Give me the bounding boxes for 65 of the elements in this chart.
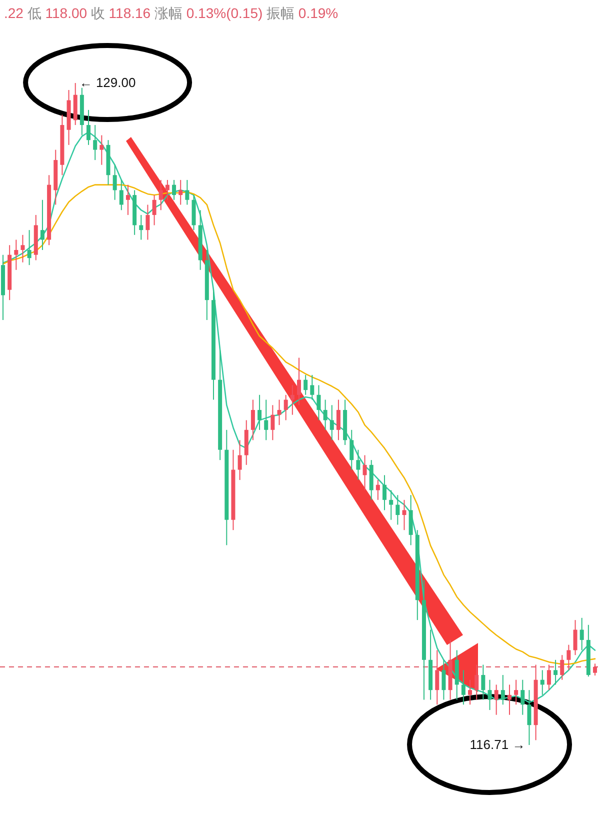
candlestick: [172, 179, 176, 200]
candlestick: [158, 179, 163, 211]
candlestick: [310, 374, 314, 400]
candlestick: [540, 670, 544, 696]
candlestick: [573, 620, 578, 656]
candlestick: [474, 664, 479, 700]
candlestick: [468, 679, 472, 706]
candlestick: [481, 664, 486, 700]
candlestick: [546, 664, 551, 691]
candlestick: [500, 674, 505, 706]
candlestick: [520, 679, 525, 716]
candlestick: [20, 234, 25, 263]
candlestick: [593, 663, 597, 676]
candlestick: [139, 214, 144, 240]
candlestick: [507, 684, 512, 716]
candlestick: [396, 494, 400, 526]
annotation: 116.71 →: [470, 737, 526, 752]
candlestick: [250, 399, 255, 441]
candlestick: [402, 499, 406, 531]
candlestick: [488, 679, 492, 710]
candlestick: [270, 404, 275, 441]
candlestick: [290, 384, 294, 416]
candlestick: [461, 670, 466, 706]
candlestick: [554, 659, 558, 686]
candlestick: [284, 394, 288, 421]
candlestick: [362, 454, 367, 491]
candlestick: [258, 394, 262, 430]
candlestick: [277, 399, 282, 426]
candlestick: [494, 684, 498, 716]
candlestick: [152, 194, 156, 226]
candlestick: [442, 659, 446, 700]
candlestick: [14, 239, 18, 270]
candlestick: [238, 440, 242, 480]
candlestick: [304, 374, 308, 396]
candlestick: [40, 199, 44, 250]
candlestick: [27, 230, 32, 266]
candlestick: [514, 679, 518, 706]
candlestick: [119, 179, 124, 211]
candlestick: [297, 357, 301, 406]
candlestick: [93, 124, 98, 161]
candlestick: [165, 179, 170, 200]
candlestick: [560, 654, 564, 680]
candlestick: [126, 184, 130, 216]
candlestick: [185, 179, 190, 206]
candlestick: [330, 404, 334, 441]
candlestick: [435, 650, 440, 706]
annotation: ← 129.00: [79, 75, 136, 90]
candlestick: [323, 399, 328, 430]
candlestick: [264, 399, 268, 441]
candlestick: [389, 490, 394, 520]
candlestick: [376, 479, 380, 500]
candlestick: [350, 429, 354, 470]
candlestick: [316, 384, 321, 421]
candlestick: [527, 690, 532, 746]
candlestick: [100, 134, 104, 166]
candlestick: [356, 449, 360, 480]
candlestick: [112, 164, 117, 200]
candlestick: [566, 644, 571, 671]
candlestick: [336, 399, 340, 441]
candlestick: [86, 109, 91, 146]
chart-title: .22 低 118.00 收 118.16 涨幅 0.13%(0.15) 振幅 0.19%: [4, 5, 338, 21]
candlestick: [580, 617, 584, 651]
candlestick: [178, 179, 183, 206]
candlestick: [146, 204, 150, 240]
candlestick: [382, 474, 387, 511]
